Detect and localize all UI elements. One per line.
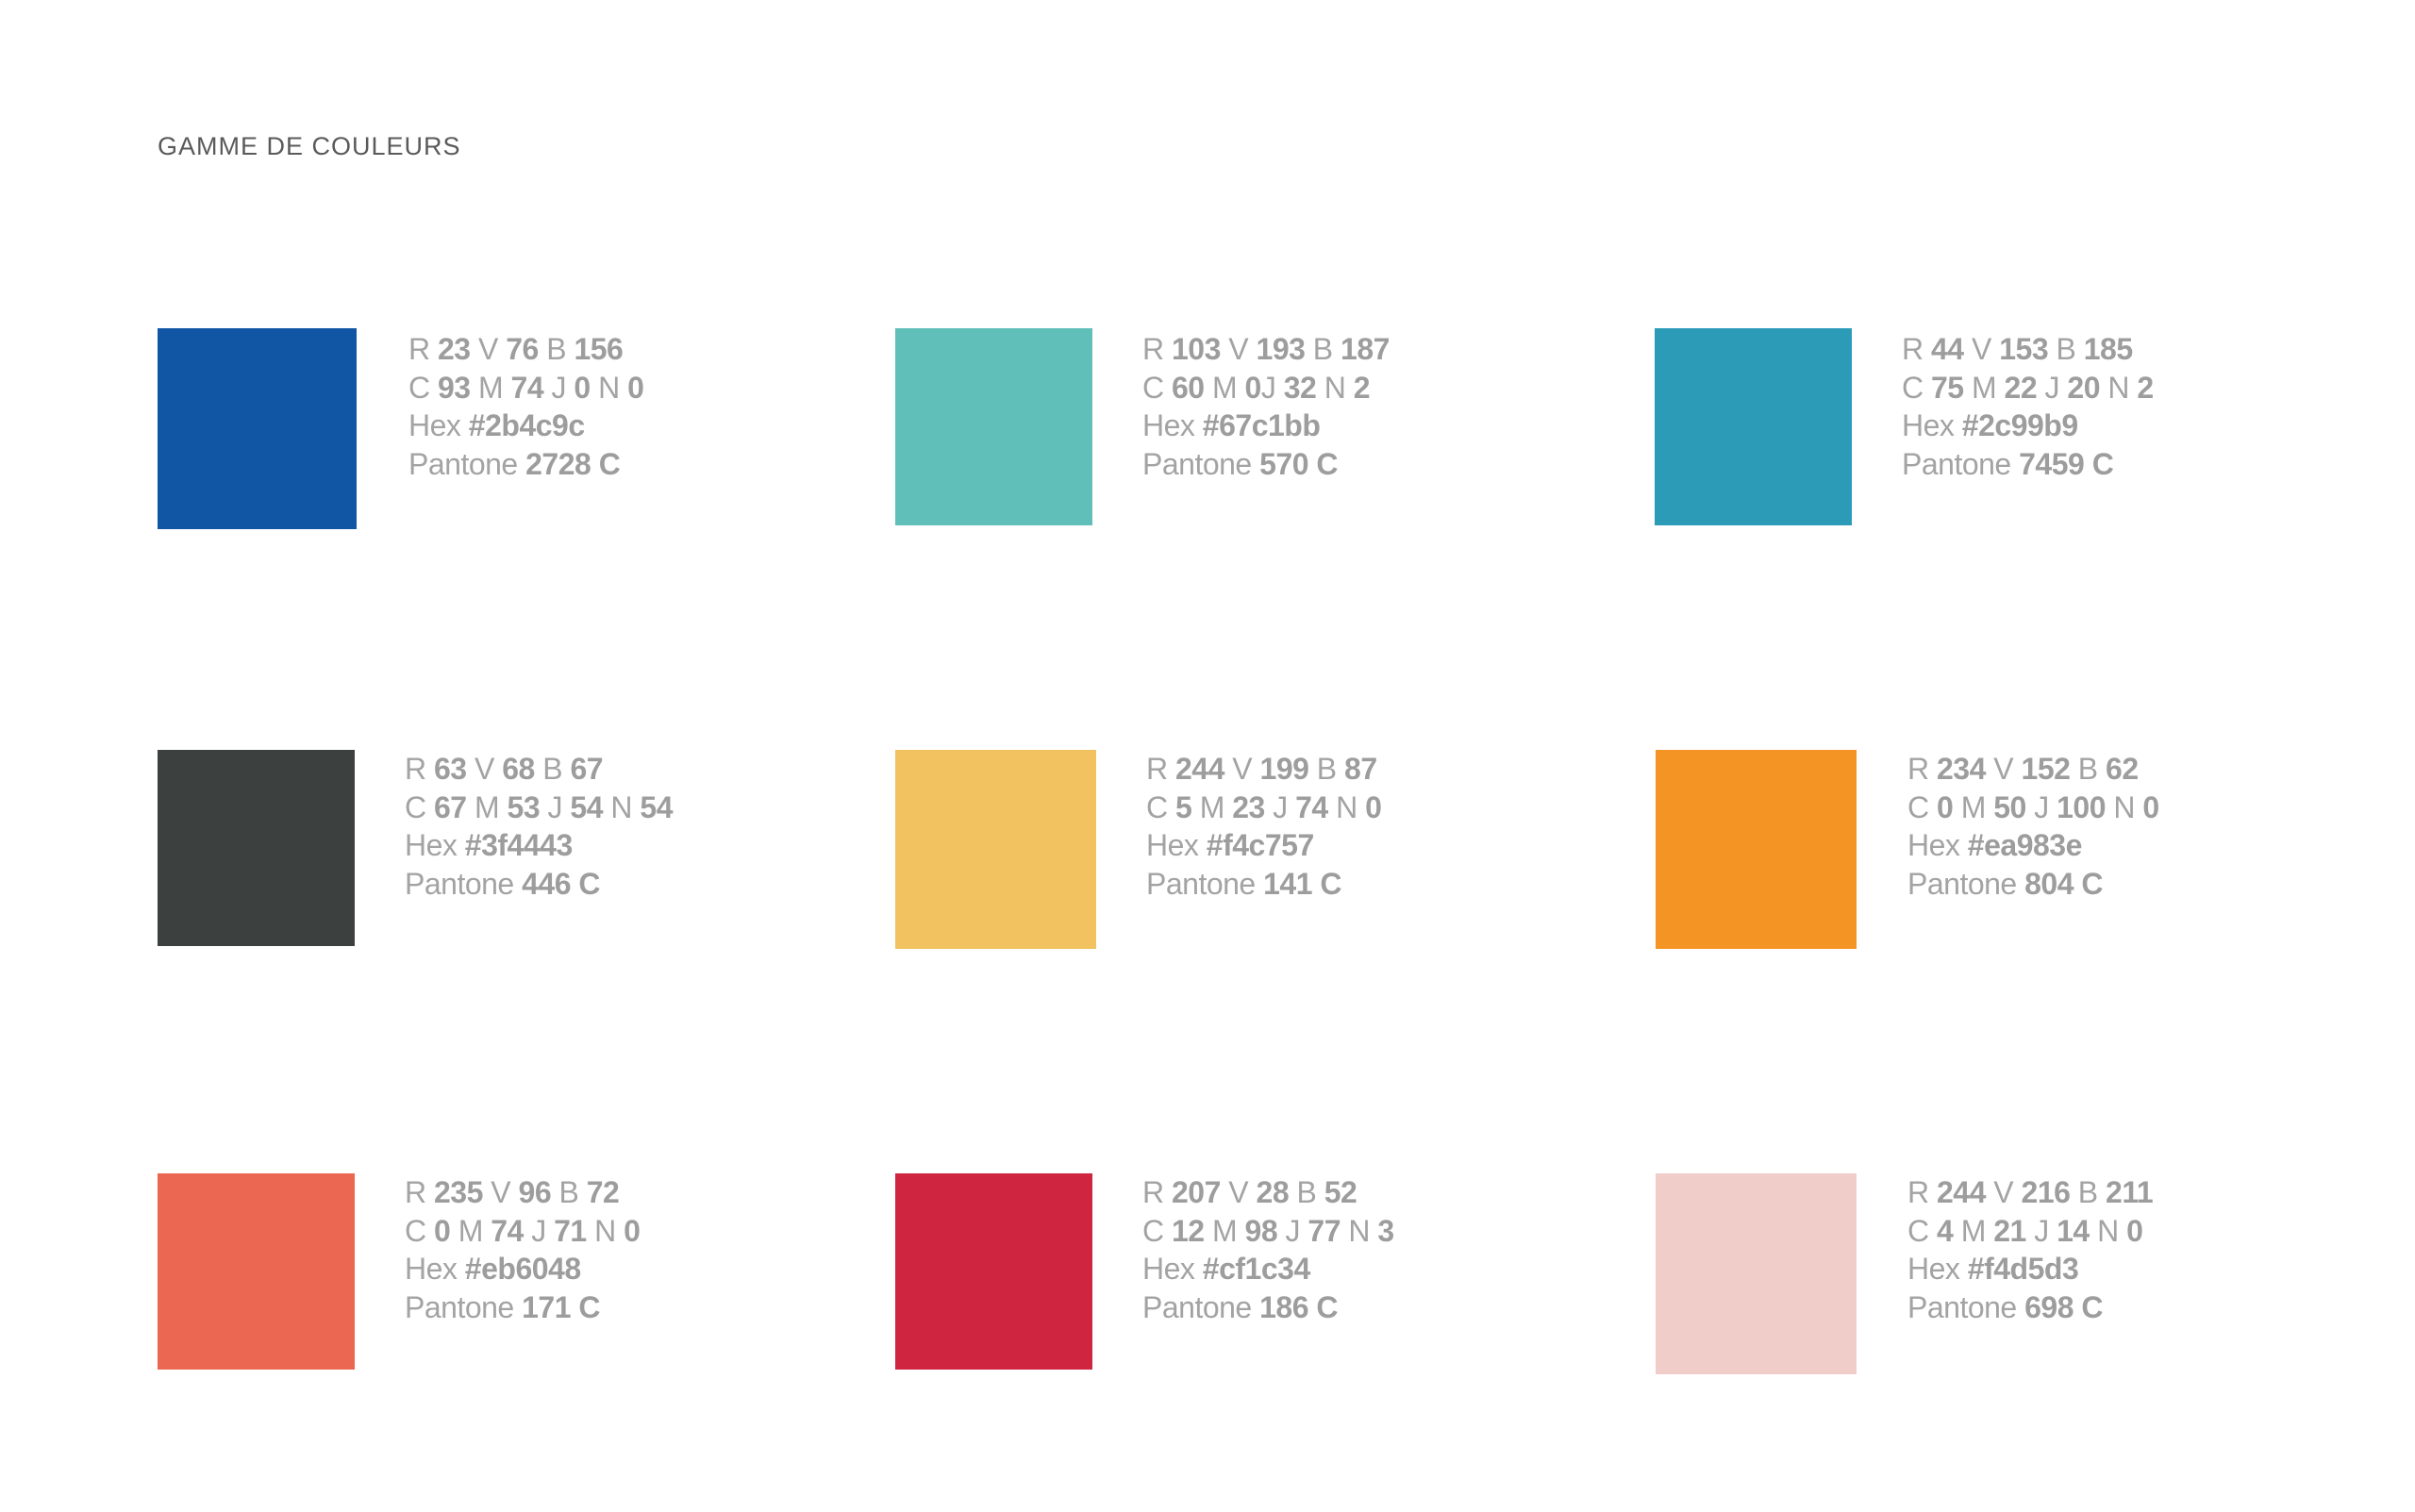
cmyk-line: C 0 M 50 J 100 N 0: [1907, 789, 2159, 824]
pantone-line: Pantone 698 C: [1907, 1289, 2103, 1324]
color-swatch: [158, 1173, 355, 1370]
hex-line: Hex #f4c757: [1146, 828, 1314, 862]
cmyk-line: C 75 M 22 J 20 N 2: [1902, 370, 2154, 405]
pantone-line: Pantone 804 C: [1907, 866, 2103, 901]
hex-line: Hex #cf1c34: [1142, 1252, 1310, 1286]
color-specs: R 207 V 28 B 52 C 12 M 98 J 77 N 3 Hex #cf…: [1142, 1173, 1394, 1326]
rgb-line: R 23 V 76 B 156: [408, 332, 624, 366]
hex-line: Hex #f4d5d3: [1907, 1252, 2079, 1286]
pantone-line: Pantone 186 C: [1142, 1289, 1338, 1324]
hex-line: Hex #67c1bb: [1142, 408, 1321, 442]
color-specs: R 103 V 193 B 187 C 60 M 0J 32 N 2 Hex #67…: [1142, 330, 1390, 483]
pantone-line: Pantone 171 C: [405, 1289, 600, 1324]
cmyk-line: C 5 M 23 J 74 N 0: [1146, 789, 1382, 824]
cmyk-line: C 0 M 74 J 71 N 0: [405, 1213, 641, 1248]
rgb-line: R 244 V 199 B 87: [1146, 752, 1377, 786]
cmyk-line: C 4 M 21 J 14 N 0: [1907, 1213, 2143, 1248]
color-swatch: [158, 328, 357, 529]
rgb-line: R 235 V 96 B 72: [405, 1175, 620, 1209]
pantone-line: Pantone 570 C: [1142, 446, 1338, 481]
color-swatch: [895, 750, 1096, 949]
hex-line: Hex #ea983e: [1907, 828, 2082, 862]
pantone-line: Pantone 141 C: [1146, 866, 1341, 901]
cmyk-line: C 60 M 0J 32 N 2: [1142, 370, 1371, 405]
color-specs: R 244 V 216 B 211 C 4 M 21 J 14 N 0 Hex #f…: [1907, 1173, 2154, 1326]
color-specs: R 234 V 152 B 62 C 0 M 50 J 100 N 0 Hex #e…: [1907, 750, 2159, 903]
color-swatch: [1656, 750, 1857, 949]
color-swatch: [895, 1173, 1092, 1370]
hex-line: Hex #2b4c9c: [408, 408, 585, 442]
color-specs: R 23 V 76 B 156 C 93 M 74 J 0 N 0 Hex #2b4…: [408, 330, 644, 483]
cmyk-line: C 12 M 98 J 77 N 3: [1142, 1213, 1394, 1248]
rgb-line: R 63 V 68 B 67: [405, 752, 604, 786]
color-swatch: [895, 328, 1092, 525]
cmyk-line: C 67 M 53 J 54 N 54: [405, 789, 673, 824]
color-swatch: [1656, 1173, 1857, 1374]
pantone-line: Pantone 2728 C: [408, 446, 621, 481]
color-swatch: [158, 750, 355, 946]
color-specs: R 235 V 96 B 72 C 0 M 74 J 71 N 0 Hex #eb6…: [405, 1173, 641, 1326]
cmyk-line: C 93 M 74 J 0 N 0: [408, 370, 644, 405]
hex-line: Hex #eb6048: [405, 1252, 581, 1286]
rgb-line: R 207 V 28 B 52: [1142, 1175, 1357, 1209]
pantone-line: Pantone 446 C: [405, 866, 600, 901]
page-title: GAMME DE COULEURS: [158, 132, 461, 160]
pantone-line: Pantone 7459 C: [1902, 446, 2114, 481]
color-specs: R 244 V 199 B 87 C 5 M 23 J 74 N 0 Hex #f4…: [1146, 750, 1382, 903]
rgb-line: R 103 V 193 B 187: [1142, 332, 1390, 366]
rgb-line: R 234 V 152 B 62: [1907, 752, 2139, 786]
color-specs: R 63 V 68 B 67 C 67 M 53 J 54 N 54 Hex #3f…: [405, 750, 673, 903]
rgb-line: R 244 V 216 B 211: [1907, 1175, 2154, 1209]
color-swatch: [1655, 328, 1852, 525]
hex-line: Hex #3f4443: [405, 828, 573, 862]
rgb-line: R 44 V 153 B 185: [1902, 332, 2133, 366]
hex-line: Hex #2c99b9: [1902, 408, 2078, 442]
color-specs: R 44 V 153 B 185 C 75 M 22 J 20 N 2 Hex #2…: [1902, 330, 2154, 483]
